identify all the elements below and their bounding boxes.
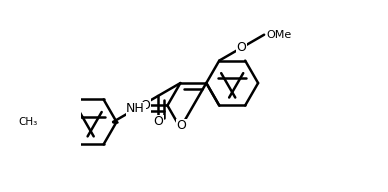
Text: O: O: [177, 119, 187, 132]
Text: O: O: [140, 99, 151, 112]
Text: OMe: OMe: [267, 30, 292, 40]
Text: CH₃: CH₃: [19, 117, 38, 127]
Text: O: O: [237, 41, 247, 54]
Text: O: O: [153, 115, 163, 128]
Text: NH: NH: [126, 103, 145, 115]
